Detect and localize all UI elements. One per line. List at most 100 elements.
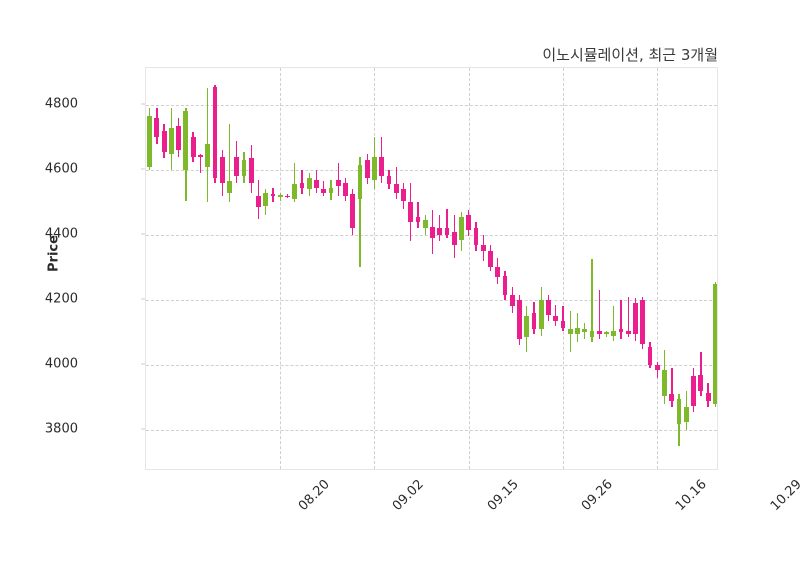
candlestick-body xyxy=(343,182,348,196)
gridline-horizontal xyxy=(146,169,717,171)
candlestick-body xyxy=(582,329,588,333)
y-axis-tick-mark xyxy=(141,103,145,105)
candlestick-body xyxy=(415,216,421,222)
y-axis-tick: 4000 xyxy=(44,356,78,372)
y-axis-tick: 4600 xyxy=(44,161,78,177)
candlestick-body xyxy=(683,407,689,422)
gridline-vertical xyxy=(468,68,470,469)
plot-area xyxy=(145,67,718,470)
candlestick-body xyxy=(691,376,696,406)
candlestick-body xyxy=(161,130,167,152)
gridline-horizontal xyxy=(146,430,717,432)
candlestick-body xyxy=(640,299,646,344)
candlestick-wick xyxy=(613,306,615,341)
y-axis-tick-mark xyxy=(141,168,145,170)
x-axis-tick: 09.02 xyxy=(390,477,428,514)
x-axis-tick: 09.26 xyxy=(578,477,616,514)
candlestick-body xyxy=(393,184,399,193)
candlestick-body xyxy=(256,195,261,208)
candlestick-body xyxy=(575,327,580,335)
candlestick-body xyxy=(502,275,508,296)
gridline-horizontal xyxy=(146,104,717,106)
y-axis-tick: 4400 xyxy=(44,226,78,242)
candlestick-wick xyxy=(700,351,702,396)
candlestick-body xyxy=(306,177,312,190)
candlestick-body xyxy=(321,189,327,193)
candlestick-body xyxy=(480,244,486,252)
candlestick-body xyxy=(509,295,515,307)
candlestick-body xyxy=(328,187,334,193)
candlestick-body xyxy=(270,194,276,196)
candlestick-wick xyxy=(417,202,419,229)
candlestick-body xyxy=(662,369,667,396)
candlestick-body xyxy=(560,321,566,328)
candlestick-body xyxy=(263,192,269,206)
y-axis-tick-mark xyxy=(141,363,145,365)
candlestick-wick xyxy=(228,124,231,203)
candlestick-body xyxy=(401,189,406,201)
candlestick-body xyxy=(466,215,472,230)
candlestick-body xyxy=(451,231,457,245)
candlestick-body xyxy=(712,283,717,404)
candlestick-body xyxy=(459,216,464,240)
candlestick-body xyxy=(611,330,617,336)
candlestick-wick xyxy=(446,208,448,239)
candlestick-body xyxy=(531,312,537,330)
candlestick-body xyxy=(437,228,443,235)
candlestick-body xyxy=(205,143,211,167)
candlestick-body xyxy=(538,299,544,330)
candlestick-wick xyxy=(562,306,564,331)
candlestick-wick xyxy=(671,368,673,408)
y-axis-tick: 4800 xyxy=(44,96,78,112)
candlestick-body xyxy=(299,182,305,188)
y-axis-tick: 3800 xyxy=(44,421,78,437)
gridline-vertical xyxy=(280,68,282,469)
candlestick-body xyxy=(234,156,240,177)
candlestick-body xyxy=(430,226,435,239)
candlestick-wick xyxy=(359,156,361,268)
candlestick-body xyxy=(495,267,501,278)
candlestick-wick xyxy=(199,153,202,174)
gridline-vertical xyxy=(374,68,376,469)
candlestick-body xyxy=(285,195,290,198)
candlestick-body xyxy=(524,316,530,338)
candlestick-body xyxy=(219,156,225,183)
candlestick-body xyxy=(633,303,638,335)
candlestick-wick xyxy=(555,304,557,326)
candlestick-body xyxy=(241,160,247,177)
candlestick-body xyxy=(335,179,341,187)
candlestick-body xyxy=(168,127,174,154)
candlestick-body xyxy=(473,228,479,245)
candlestick-wick xyxy=(337,163,339,196)
candlestick-wick xyxy=(301,169,303,195)
candlestick-body xyxy=(248,158,254,183)
candlestick-body xyxy=(553,316,559,322)
candlestick-body xyxy=(357,164,363,200)
x-axis-tick: 10.16 xyxy=(673,477,711,514)
candlestick-body xyxy=(567,329,573,335)
candlestick-body xyxy=(386,176,392,185)
candlestick-wick xyxy=(598,290,600,339)
candlestick-wick xyxy=(656,361,658,378)
candlestick-body xyxy=(604,332,609,335)
candlestick-body xyxy=(698,374,704,391)
x-axis-tick: 09.15 xyxy=(484,477,522,514)
candlestick-body xyxy=(654,364,660,370)
candlestick-body xyxy=(154,117,160,138)
candlestick-body xyxy=(292,184,298,200)
candlestick-body xyxy=(364,160,370,178)
gridline-horizontal xyxy=(146,364,717,366)
candlestick-wick xyxy=(323,181,325,196)
candlestick-body xyxy=(190,137,196,157)
candlestick-wick xyxy=(591,259,593,343)
candlestick-wick xyxy=(627,296,629,338)
gridline-horizontal xyxy=(146,299,717,301)
candlestick-wick xyxy=(395,166,397,200)
chart-title: 이노시뮬레이션, 최근 3개월 xyxy=(542,46,718,64)
candlestick-body xyxy=(669,394,675,401)
candlestick-body xyxy=(227,181,232,193)
x-axis-tick: 08.20 xyxy=(296,477,333,514)
candlestick-body xyxy=(277,195,283,197)
x-axis-tick: 10.29 xyxy=(767,477,800,514)
